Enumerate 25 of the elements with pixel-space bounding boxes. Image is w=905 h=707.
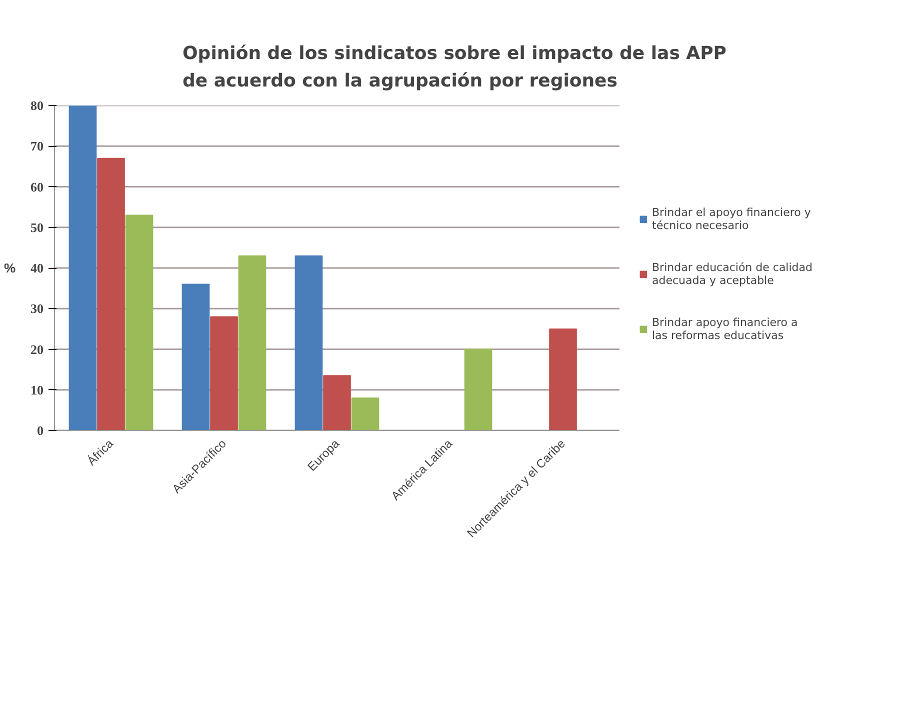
bar	[210, 316, 238, 430]
legend-label: Brindar educación de calidad adecuada y aceptable	[652, 261, 813, 287]
bar	[97, 158, 125, 430]
legend-label: Brindar apoyo financiero a las reformas educativas	[652, 316, 798, 342]
y-tick-label: 50	[30, 220, 44, 235]
y-tick-label: 20	[30, 342, 44, 357]
y-tick-label: 40	[30, 260, 44, 276]
bar	[464, 348, 492, 430]
y-tick-label: 30	[30, 301, 44, 316]
bar	[294, 255, 323, 430]
y-tick-label: 80	[30, 98, 44, 113]
y-tick-label: 0	[37, 423, 44, 438]
bar	[125, 214, 154, 430]
y-tick-label: 60	[30, 179, 44, 194]
y-tick-label: 70	[30, 138, 44, 154]
bar	[68, 106, 97, 430]
chart-title: Opinión de los sindicatos sobre el impacto de las APP de acuerdo con la agrupación por regiones	[182, 43, 726, 92]
bar	[182, 284, 210, 430]
bar	[549, 328, 577, 430]
bar	[323, 375, 351, 430]
y-axis-title: %	[4, 260, 16, 276]
bar	[238, 255, 266, 430]
bar	[351, 398, 380, 430]
legend-label: Brindar el apoyo financiero y técnico necesario	[652, 206, 811, 232]
y-tick-label: 10	[30, 382, 44, 398]
